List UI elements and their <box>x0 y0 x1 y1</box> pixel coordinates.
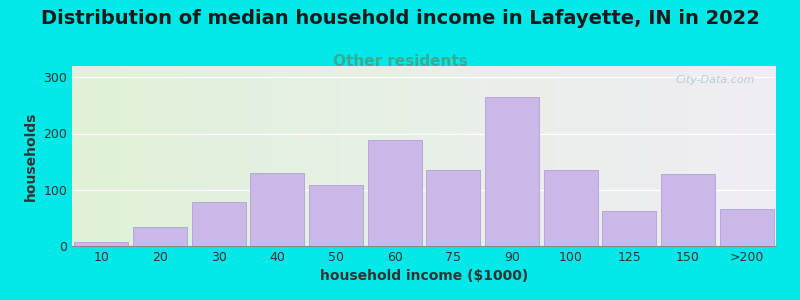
Bar <box>544 170 598 246</box>
Bar <box>720 209 774 246</box>
Bar <box>74 242 128 246</box>
Y-axis label: households: households <box>24 111 38 201</box>
Text: City-Data.com: City-Data.com <box>675 75 755 85</box>
Bar <box>602 211 656 246</box>
Text: Distribution of median household income in Lafayette, IN in 2022: Distribution of median household income … <box>41 9 759 28</box>
Bar <box>368 140 422 246</box>
Bar <box>250 173 304 246</box>
Bar <box>485 97 539 246</box>
Text: Other residents: Other residents <box>333 54 467 69</box>
X-axis label: household income ($1000): household income ($1000) <box>320 269 528 284</box>
Bar <box>426 170 480 246</box>
Bar <box>133 227 187 246</box>
Bar <box>661 174 715 246</box>
Bar <box>192 202 246 246</box>
Bar <box>309 185 363 246</box>
